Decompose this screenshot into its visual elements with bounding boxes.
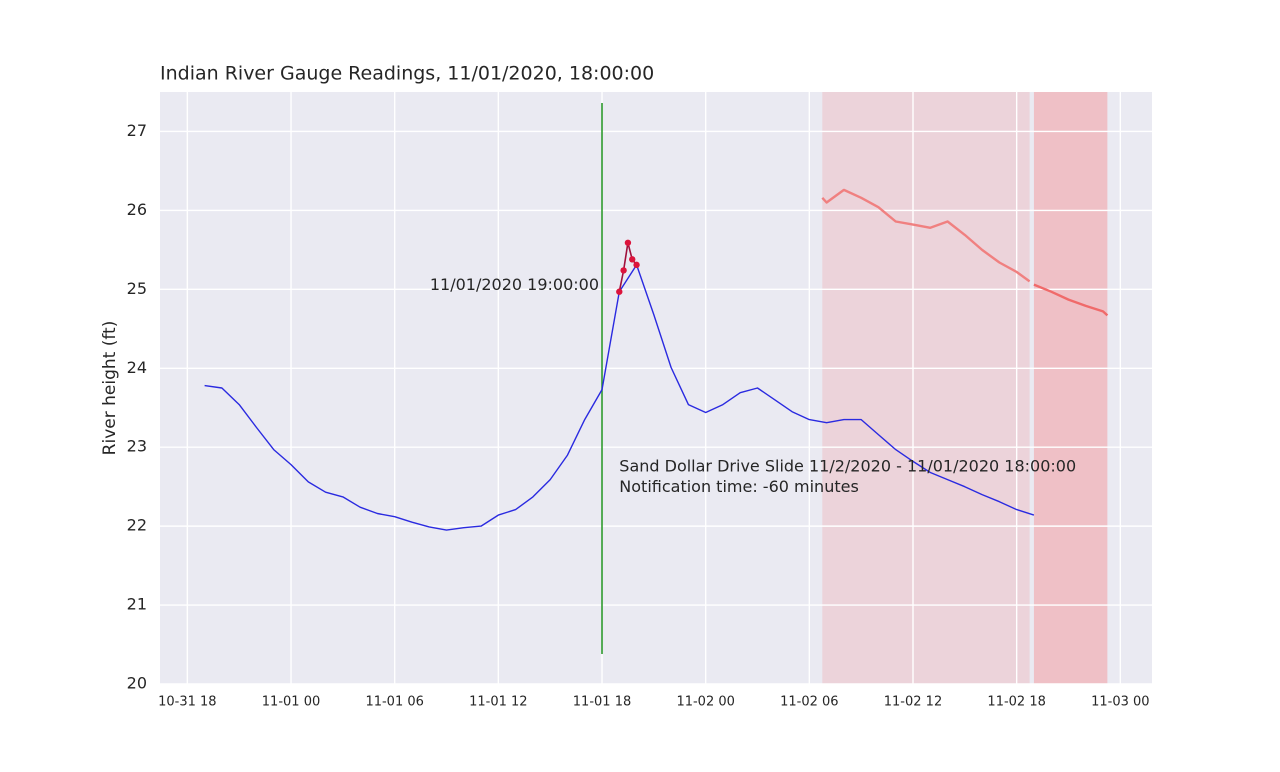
x-tick-label: 11-01 06 <box>365 695 423 710</box>
y-tick-label: 24 <box>127 358 147 377</box>
x-tick-label: 11-01 18 <box>573 695 631 710</box>
point <box>633 261 640 269</box>
x-tick-label: 11-01 00 <box>262 695 320 710</box>
y-tick-label: 26 <box>127 200 147 219</box>
point <box>629 256 636 263</box>
point <box>616 288 623 295</box>
series-line <box>821 188 1031 283</box>
forecast-region <box>822 92 1030 684</box>
x-tick-label: 11-02 12 <box>884 695 942 710</box>
x-tick-label: 11-02 00 <box>676 695 734 710</box>
x-tick-label: 10-31 18 <box>158 695 216 710</box>
y-tick-label: 21 <box>127 595 147 614</box>
annotation: Notification time: -60 minutes <box>619 477 859 496</box>
y-tick-label: 23 <box>127 437 147 456</box>
y-axis-label: River height (ft) <box>100 321 120 456</box>
y-tick-label: 22 <box>127 516 147 535</box>
forecast-region <box>1033 92 1108 684</box>
x-tick-label: 11-02 18 <box>987 695 1045 710</box>
y-tick-label: 27 <box>127 121 147 140</box>
y-tick-label: 25 <box>127 279 147 298</box>
chart-title: Indian River Gauge Readings, 11/01/2020,… <box>160 63 654 85</box>
series-line <box>1033 283 1109 317</box>
point <box>624 239 632 246</box>
annotation: 11/01/2020 19:00:00 <box>430 275 599 294</box>
y-tick-label: 20 <box>127 674 147 693</box>
x-tick-label: 11-02 06 <box>780 695 838 710</box>
x-tick-label: 11-01 12 <box>469 695 527 710</box>
x-tick-label: 11-03 00 <box>1091 695 1149 710</box>
point <box>620 267 627 274</box>
annotation: Sand Dollar Drive Slide 11/2/2020 - 11/0… <box>619 456 1076 475</box>
